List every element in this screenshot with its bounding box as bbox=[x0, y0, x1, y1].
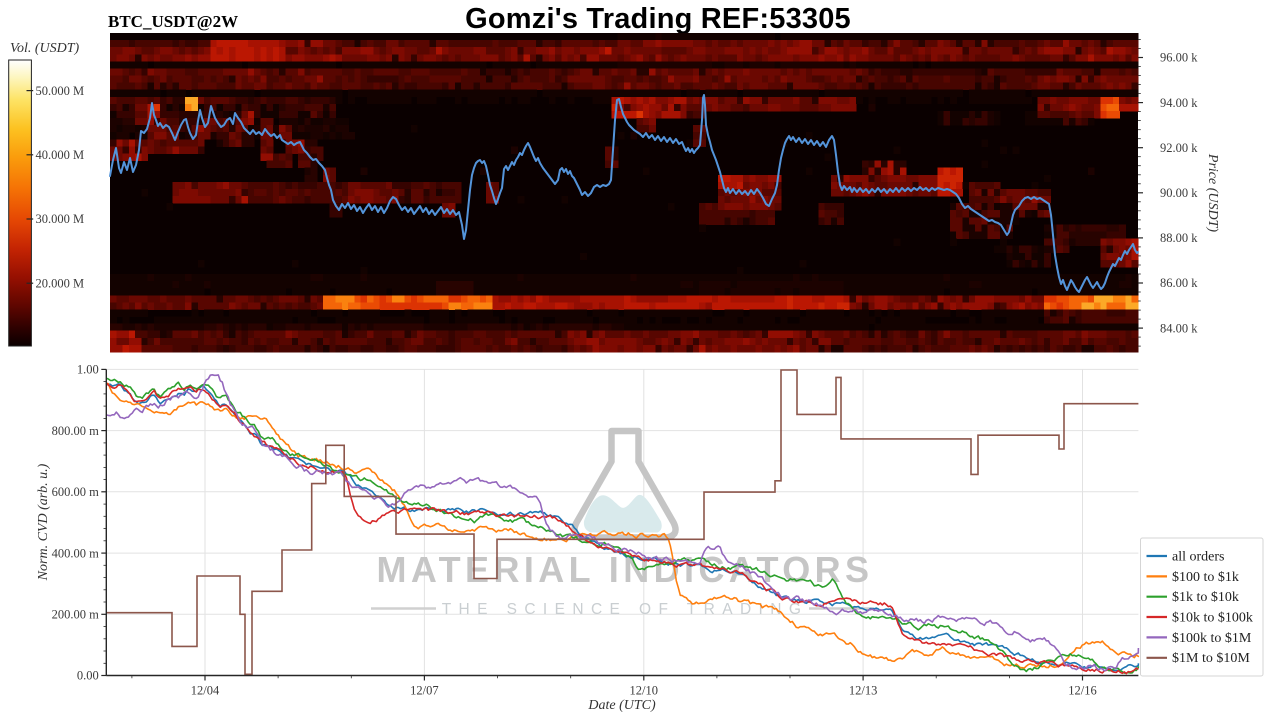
svg-text:96.00 k: 96.00 k bbox=[1160, 51, 1198, 65]
svg-text:92.00 k: 92.00 k bbox=[1160, 141, 1198, 155]
svg-text:1.00: 1.00 bbox=[77, 363, 99, 377]
svg-text:Price (USDT): Price (USDT) bbox=[1205, 153, 1220, 232]
svg-text:12/10: 12/10 bbox=[630, 684, 658, 698]
svg-text:THE SCIENCE OF TRADING: THE SCIENCE OF TRADING bbox=[442, 601, 809, 618]
svg-text:MATERIAL INDICATORS: MATERIAL INDICATORS bbox=[377, 549, 874, 590]
svg-text:12/16: 12/16 bbox=[1068, 684, 1096, 698]
svg-text:Norm. CVD (arb. u.): Norm. CVD (arb. u.) bbox=[36, 463, 51, 581]
svg-text:12/13: 12/13 bbox=[849, 684, 877, 698]
svg-text:12/07: 12/07 bbox=[410, 684, 438, 698]
svg-text:40.000 M: 40.000 M bbox=[36, 148, 85, 162]
svg-text:86.00 k: 86.00 k bbox=[1160, 276, 1198, 290]
svg-text:BTC_USDT@2W: BTC_USDT@2W bbox=[108, 12, 238, 31]
svg-text:all orders: all orders bbox=[1172, 549, 1224, 564]
svg-text:94.00 k: 94.00 k bbox=[1160, 96, 1198, 110]
svg-text:$10k to $100k: $10k to $100k bbox=[1172, 610, 1253, 625]
svg-text:800.00 m: 800.00 m bbox=[52, 424, 100, 438]
svg-text:$100k to $1M: $100k to $1M bbox=[1172, 631, 1252, 646]
svg-text:$1k to $10k: $1k to $10k bbox=[1172, 590, 1239, 605]
svg-text:Gomzi's Trading REF:53305: Gomzi's Trading REF:53305 bbox=[465, 3, 851, 35]
svg-text:400.00 m: 400.00 m bbox=[52, 546, 100, 560]
svg-text:88.00 k: 88.00 k bbox=[1160, 231, 1198, 245]
svg-text:200.00 m: 200.00 m bbox=[52, 608, 100, 622]
svg-text:20.000 M: 20.000 M bbox=[36, 276, 85, 290]
svg-text:50.000 M: 50.000 M bbox=[36, 84, 85, 98]
svg-text:12/04: 12/04 bbox=[191, 684, 220, 698]
svg-text:600.00 m: 600.00 m bbox=[52, 485, 100, 499]
svg-text:$100 to $1k: $100 to $1k bbox=[1172, 570, 1239, 585]
svg-text:Date (UTC): Date (UTC) bbox=[587, 698, 656, 713]
svg-text:90.00 k: 90.00 k bbox=[1160, 186, 1198, 200]
svg-text:84.00 k: 84.00 k bbox=[1160, 321, 1198, 335]
svg-text:0.00: 0.00 bbox=[77, 669, 99, 683]
svg-text:30.000 M: 30.000 M bbox=[36, 212, 85, 226]
svg-text:$1M to $10M: $1M to $10M bbox=[1172, 651, 1250, 666]
svg-text:Vol. (USDT): Vol. (USDT) bbox=[10, 41, 80, 56]
